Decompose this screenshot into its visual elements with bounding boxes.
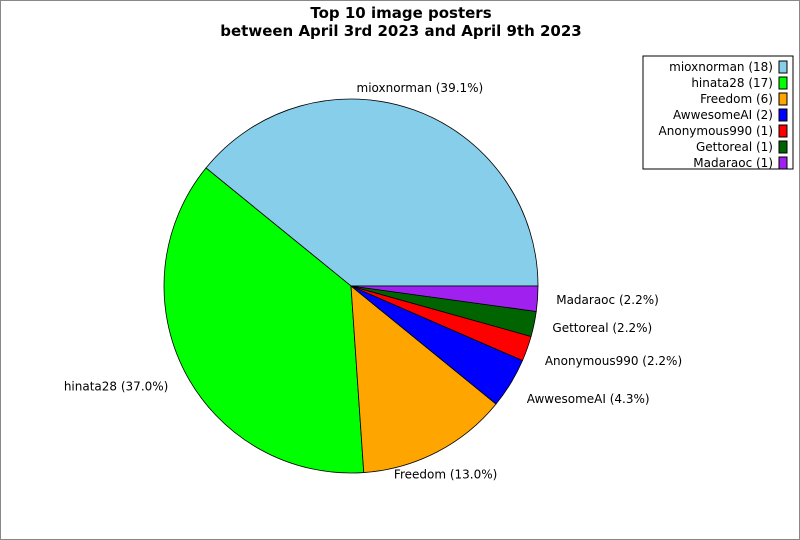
legend-swatch	[778, 108, 788, 122]
chart-title-line-2: between April 3rd 2023 and April 9th 202…	[220, 22, 581, 40]
legend-label: hinata28 (17)	[691, 76, 773, 90]
slice-label: Gettoreal (2.2%)	[552, 321, 652, 335]
pie-slice-madaraoc	[350, 285, 539, 312]
pie-slice-hinata28	[163, 167, 365, 474]
legend-label: Madaraoc (1)	[693, 156, 773, 170]
legend-label: Anonymous990 (1)	[659, 124, 773, 138]
slice-label: Freedom (13.0%)	[394, 468, 497, 482]
legend-box	[642, 55, 794, 170]
legend-swatch	[778, 92, 788, 106]
chart-title-line-1: Top 10 image posters	[310, 4, 491, 22]
slice-label: Madaraoc (2.2%)	[556, 293, 659, 307]
legend-label: Gettoreal (1)	[696, 140, 773, 154]
slice-label: hinata28 (37.0%)	[64, 380, 169, 394]
slice-label: mioxnorman (39.1%)	[357, 81, 484, 95]
legend-label: AwwesomeAI (2)	[673, 108, 773, 122]
legend-swatch	[778, 124, 788, 138]
legend-swatch	[778, 60, 788, 74]
pie-slice-freedom	[350, 285, 497, 473]
slice-label: Anonymous990 (2.2%)	[545, 354, 682, 368]
legend-swatch	[778, 140, 788, 154]
slice-label: AwwesomeAI (4.3%)	[527, 392, 650, 406]
legend-swatch	[778, 156, 788, 170]
legend-swatch	[778, 76, 788, 90]
legend-label: Freedom (6)	[700, 92, 773, 106]
legend-label: mioxnorman (18)	[669, 60, 773, 74]
legend: mioxnorman (18) hinata28 (17) Freedom (6) A…	[642, 55, 794, 170]
pie-slice-mioxnorman	[205, 98, 539, 287]
